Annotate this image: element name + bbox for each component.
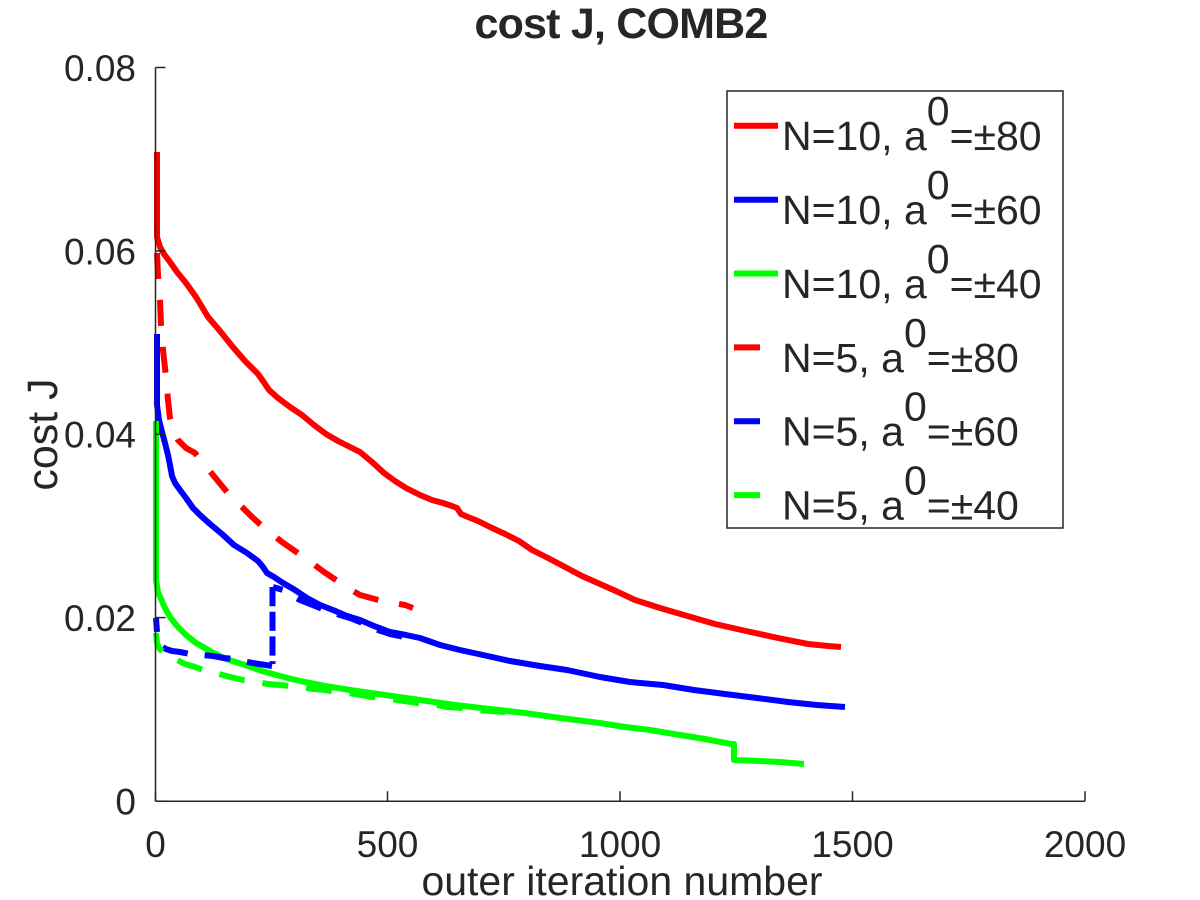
svg-text:0.04: 0.04	[64, 415, 136, 456]
svg-text:outer iteration number: outer iteration number	[421, 858, 822, 900]
svg-text:1500: 1500	[811, 824, 893, 865]
svg-text:0: 0	[145, 824, 166, 865]
svg-text:1000: 1000	[579, 824, 661, 865]
svg-text:0.08: 0.08	[64, 48, 136, 89]
svg-text:cost J: cost J	[19, 378, 67, 490]
svg-text:cost J, COMB2: cost J, COMB2	[474, 0, 767, 48]
svg-text:0: 0	[115, 782, 136, 823]
svg-text:0.06: 0.06	[64, 231, 136, 272]
svg-text:2000: 2000	[1044, 824, 1126, 865]
svg-text:0.02: 0.02	[64, 598, 136, 639]
svg-text:500: 500	[357, 824, 419, 865]
